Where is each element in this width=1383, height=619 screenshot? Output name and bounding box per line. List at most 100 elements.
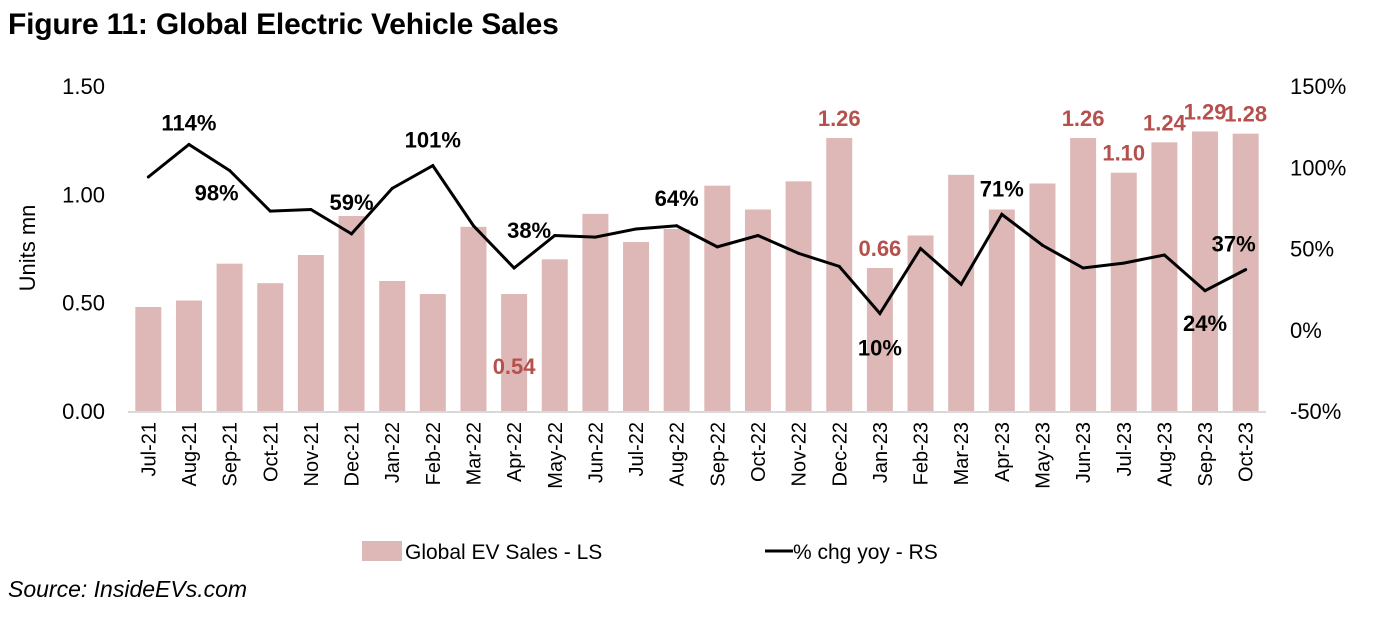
chart-title: Figure 11: Global Electric Vehicle Sales [8,8,559,41]
x-tick-label: Mar-22 [463,422,485,485]
line-data-label: 38% [507,218,551,243]
x-tick-label: Nov-21 [301,422,323,486]
line-data-label: 71% [980,176,1024,201]
bar-Oct-23 [1232,133,1259,411]
bar-Jul-22 [623,242,650,411]
legend: Global EV Sales - LS % chg yoy - RS [362,541,938,564]
y-tick-label: 0.50 [62,291,105,316]
legend-swatch-bar [362,541,402,561]
bar-Aug-23 [1151,142,1178,412]
bar-data-label: 1.24 [1143,110,1187,135]
bar-Jul-23 [1110,172,1137,411]
x-tick-label: May-22 [545,422,567,489]
source-note: Source: InsideEVs.com [8,576,248,602]
bar-Sep-21 [216,263,243,411]
bar-Mar-23 [948,174,975,411]
line-point-Jun-22 [593,235,597,239]
line-data-label: 64% [655,186,699,211]
bar-Apr-23 [988,209,1015,411]
line-data-label: 98% [195,181,239,206]
bar-Feb-22 [419,294,446,411]
line-point-Dec-21 [350,232,354,236]
x-tick-label: Jan-22 [382,422,404,483]
line-point-Aug-23 [1162,253,1166,257]
x-tick-label: Mar-23 [951,422,973,485]
line-data-label: 114% [161,111,216,136]
bar-Jan-23 [866,268,893,411]
line-point-Aug-22 [675,224,679,228]
legend-label-bar: Global EV Sales - LS [405,541,602,564]
line-point-Oct-22 [756,234,760,237]
bar-Oct-22 [744,209,771,411]
bar-Jul-21 [135,307,162,411]
bar-Jun-22 [582,213,609,411]
y-tick-label: 0.00 [62,399,105,424]
bar-Apr-22 [501,294,528,411]
bar-data-labels: 0.54 1.26 0.66 1.26 1.10 1.241.291.28 [493,100,1267,380]
x-tick-label: Oct-22 [748,422,770,482]
x-tick-label: Apr-23 [992,422,1014,482]
line-point-Jul-23 [1122,261,1126,265]
line-data-label: 24% [1183,311,1227,336]
x-tick-label: Apr-22 [504,422,526,482]
bar-Nov-22 [785,181,812,411]
line-point-Feb-22 [431,164,435,168]
y2-tick-label: 100% [1290,155,1346,180]
y-axis-label: Units mn [15,205,40,292]
bar-May-23 [1029,183,1056,411]
x-tick-label: Dec-22 [829,422,851,486]
x-tick-label: Jul-21 [138,422,160,476]
legend-label-line: % chg yoy - RS [793,541,938,564]
y-tick-label: 1.00 [62,182,105,207]
x-tick-label: Jul-22 [626,422,648,476]
line-point-May-22 [553,234,557,237]
bar-Dec-21 [338,216,365,411]
bar-data-label: 1.26 [1062,106,1105,131]
x-tick-label: Jul-23 [1114,422,1136,476]
x-tick-label: Sep-23 [1195,422,1217,487]
line-point-Nov-22 [797,251,801,255]
bar-Jun-23 [1070,138,1097,411]
line-data-label: 59% [330,190,374,215]
bar-May-22 [541,259,568,411]
x-axis-ticks: Jul-21 Aug-21 Sep-21 Oct-21 Nov-21 Dec-21 Jan-… [138,422,1257,489]
line-point-Sep-22 [715,245,719,249]
bar-Oct-21 [257,283,284,411]
line-point-Mar-22 [471,224,475,228]
line-point-Sep-21 [228,169,232,172]
x-tick-label: Jan-23 [870,422,892,483]
line-point-Apr-22 [512,266,516,270]
line-point-Dec-22 [837,264,841,268]
bar-data-label: 0.66 [858,236,901,261]
bar-data-label: 1.10 [1102,141,1145,166]
x-tick-label: Oct-21 [260,422,282,482]
line-point-Aug-21 [187,143,191,146]
line-point-Jan-23 [878,312,882,315]
bar-Mar-22 [460,226,487,411]
line-point-Jul-22 [634,227,638,231]
line-point-Feb-23 [919,247,923,250]
bar-Sep-22 [704,185,731,411]
y-tick-label: 1.50 [62,74,105,99]
x-tick-label: May-23 [1032,422,1054,489]
bar-Aug-22 [663,229,690,411]
line-data-label: 37% [1212,232,1256,257]
bar-data-label: 1.28 [1224,102,1267,127]
line-point-Jul-21 [146,175,150,179]
x-tick-label: Aug-23 [1154,422,1176,487]
x-tick-label: Oct-23 [1236,422,1258,482]
x-tick-label: Sep-21 [220,422,242,487]
x-tick-label: Dec-21 [342,422,364,486]
line-data-label: 101% [405,128,461,153]
y-axis-right: -50% 0% 50% 100% 150% [1290,74,1346,424]
line-point-Jun-23 [1081,266,1085,270]
x-tick-label: Sep-22 [707,422,729,487]
y2-tick-label: -50% [1290,399,1341,424]
x-tick-label: Jun-23 [1073,422,1095,483]
line-point-Oct-23 [1244,268,1248,272]
bar-Aug-21 [175,300,202,411]
x-tick-label: Jun-22 [585,422,607,483]
line-data-labels: 114% 98% 59% 101% 38% 64% 10% 71% 24% 37% [146,111,1256,361]
line-point-Oct-21 [268,209,272,213]
line-point-Sep-23 [1203,289,1207,293]
